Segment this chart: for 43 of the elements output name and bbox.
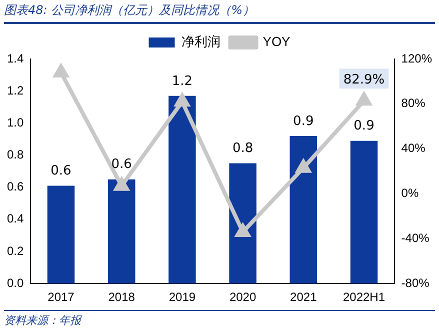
y2-tick-label: 0% [401, 186, 419, 200]
y2-tick-label: 40% [401, 141, 426, 156]
data-label: 0.6 [50, 164, 72, 179]
legend-label: YOY [262, 34, 291, 50]
x-tick-label: 2018 [108, 290, 136, 304]
data-label: 1.2 [172, 74, 193, 89]
point [236, 224, 250, 237]
y-tick-label: 1.2 [6, 83, 24, 98]
y2-tick-label: 120% [401, 51, 432, 66]
bar [229, 163, 256, 284]
data-label: 0.9 [354, 118, 374, 134]
x-tick-label: 2022H1 [342, 290, 386, 304]
y-tick-label: 0.0 [6, 276, 24, 290]
point [174, 94, 190, 107]
y-tick-label: 0.6 [6, 180, 24, 194]
y-tick-label: 0.4 [6, 212, 24, 226]
legend-label: 净利润 [181, 34, 220, 50]
y2-tick-label: -80% [401, 276, 430, 290]
point [114, 178, 129, 191]
bar [290, 136, 318, 284]
x-tick-label: 2017 [48, 290, 75, 304]
chart-title: 图表48: 公司净利润（亿元）及同比情况（%） [4, 2, 435, 24]
y-tick-label: 0.8 [6, 148, 24, 162]
y2-tick-label: -40% [401, 230, 430, 245]
bar [47, 186, 75, 284]
data-label: 82.9% [343, 72, 385, 88]
bar [108, 179, 136, 284]
x-tick-label: 2019 [168, 290, 196, 304]
bar [168, 96, 196, 284]
x-tick-label: 2021 [290, 290, 318, 304]
bar [350, 140, 378, 284]
point [356, 92, 372, 106]
y-tick-label: 0.2 [6, 244, 24, 258]
data-label: 0.6 [111, 157, 132, 172]
data-label: 0.8 [232, 141, 254, 156]
x-tick-label: 2020 [229, 290, 256, 304]
text: 资料来源：年报 [4, 310, 435, 328]
y-tick-label: 1.4 [6, 51, 24, 66]
data-label: 0.9 [293, 114, 314, 129]
y2-tick-label: 80% [401, 96, 426, 110]
y-tick-label: 1.0 [6, 115, 24, 130]
point [296, 160, 311, 173]
point [54, 64, 68, 78]
